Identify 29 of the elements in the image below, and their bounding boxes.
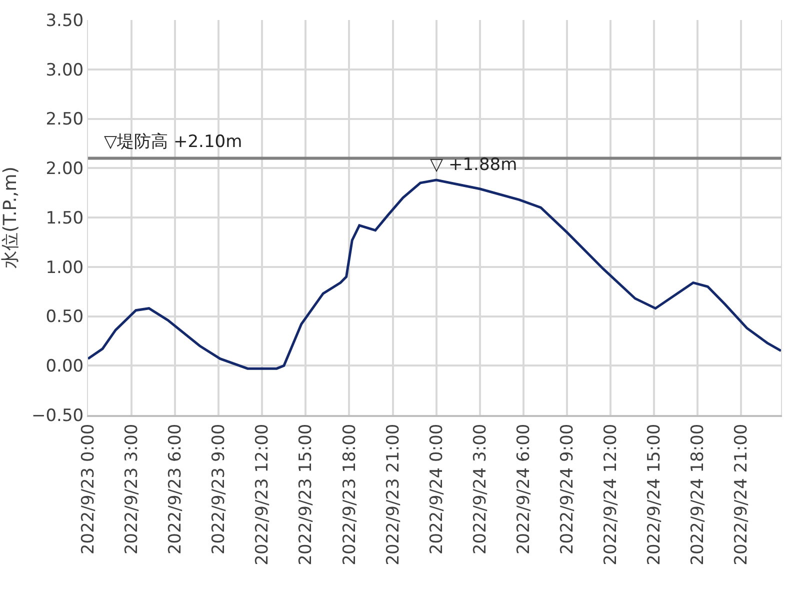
y-tick-label: 0.00 (46, 356, 84, 377)
y-tick-label: 2.00 (46, 159, 84, 180)
x-tick-label: 2022/9/23 21:00 (383, 424, 404, 566)
line-series (88, 178, 781, 370)
y-tick-label: 0.50 (46, 307, 84, 328)
y-tick-label: 3.00 (46, 60, 84, 80)
x-tick-label: 2022/9/23 9:00 (209, 424, 230, 555)
x-tick-label: 2022/9/24 15:00 (644, 424, 665, 566)
x-tick-label: 2022/9/24 6:00 (514, 424, 534, 555)
annotation: ▽ +1.88m (430, 155, 518, 175)
x-tick-label: 2022/9/24 3:00 (470, 424, 490, 555)
y-tick-label: 3.50 (46, 10, 84, 31)
y-tick-label: 1.50 (46, 208, 84, 228)
x-tick-label: 2022/9/24 9:00 (557, 424, 578, 555)
ref-line-label: ▽堤防高 +2.10m (104, 132, 242, 152)
x-tick-label: 2022/9/23 15:00 (296, 424, 316, 566)
x-tick-label: 2022/9/23 6:00 (166, 424, 186, 555)
x-tick-label: 2022/9/24 0:00 (426, 424, 447, 555)
x-tick-label: 2022/9/23 0:00 (78, 424, 99, 555)
y-tick-label: 2.50 (46, 110, 84, 130)
x-tick-label: 2022/9/23 18:00 (340, 424, 360, 566)
x-tick-label: 2022/9/23 3:00 (122, 424, 142, 555)
x-tick-label: 2022/9/24 12:00 (600, 424, 621, 566)
y-tick-label: 1.00 (46, 258, 84, 278)
x-tick-label: 2022/9/23 12:00 (252, 424, 273, 566)
x-tick-label: 2022/9/24 21:00 (732, 424, 752, 566)
y-axis-title: 水位(T.P.,m) (0, 166, 21, 268)
x-tick-label: 2022/9/24 18:00 (688, 424, 708, 566)
y-tick-label: −0.50 (31, 406, 84, 426)
